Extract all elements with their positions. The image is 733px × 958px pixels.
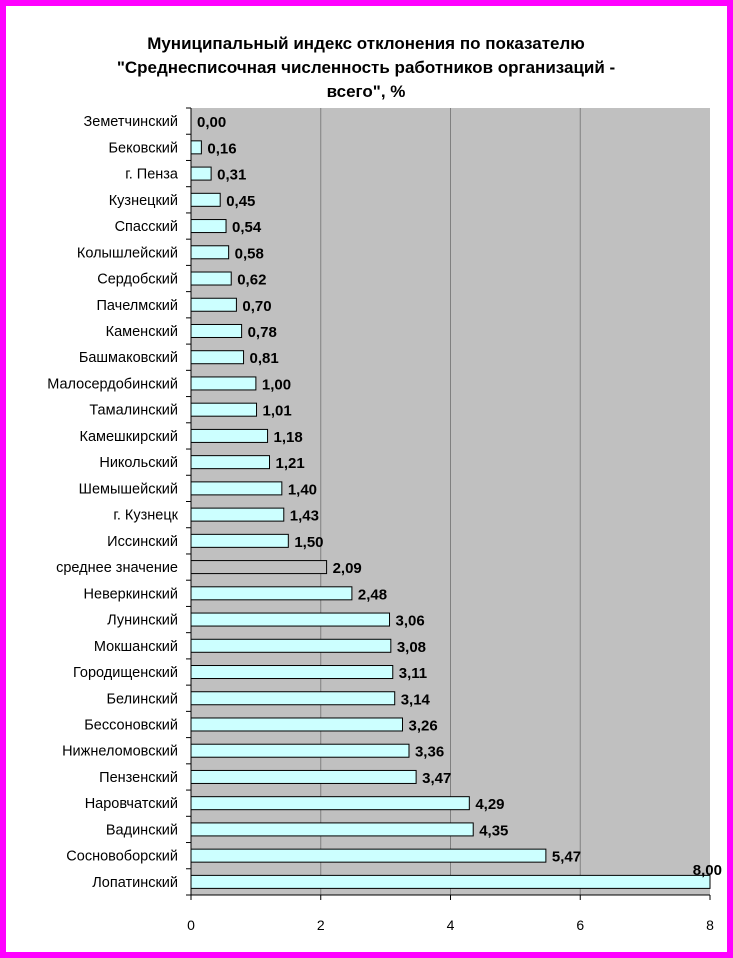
category-label: Бековский [109,140,178,156]
data-label: 5,47 [552,849,581,866]
x-tick-label: 6 [576,917,584,933]
bar [190,822,474,837]
data-label: 0,58 [235,245,264,262]
data-label: 0,31 [217,167,246,184]
category-label: Наровчатский [85,796,178,812]
category-label: Башмаковский [79,350,178,366]
data-label: 3,11 [399,665,427,682]
category-label: Лунинский [107,613,178,629]
data-label: 0,70 [242,298,271,315]
bar [190,586,353,601]
data-label: 4,29 [475,796,504,813]
category-label: Каменский [106,324,178,340]
category-label: Неверкинский [84,586,178,602]
category-label: Никольский [99,455,178,471]
x-tick-label: 0 [187,917,195,933]
bar [190,612,391,627]
category-label: Шемышейский [79,481,178,497]
data-label: 2,48 [358,586,387,603]
category-label: Колышлейский [77,245,178,261]
category-label: среднее значение [56,560,178,576]
category-label: Сосновоборский [66,849,178,865]
category-label: Камешкирский [80,429,178,445]
data-label: 0,00 [197,114,226,131]
bar [190,638,392,653]
bar [190,665,394,680]
bar [190,271,232,286]
data-label: 1,50 [294,534,323,551]
bar [190,192,221,207]
bar [190,245,230,260]
category-label: Нижнеломовский [62,744,178,760]
x-tick-label: 2 [317,917,325,933]
category-label: Земетчинский [84,114,178,130]
bar [190,507,285,522]
category-label: Иссинский [107,534,178,550]
category-label: Тамалинский [89,403,178,419]
data-label: 8,00 [693,862,722,879]
category-label: Городищенский [73,665,178,681]
data-label: 0,16 [207,140,236,157]
category-label: г. Кузнецк [113,508,178,524]
bar [190,402,258,417]
category-label: Белинский [107,691,178,707]
data-label: 3,26 [408,717,437,734]
data-label: 0,78 [248,324,277,341]
data-label: 1,18 [274,429,303,446]
category-label: Пачелмский [96,298,178,314]
data-label: 0,54 [232,219,262,236]
category-label: Кузнецкий [109,193,178,209]
bar [190,140,202,155]
bar [190,350,245,365]
data-label: 1,00 [262,376,291,393]
data-label: 3,06 [396,613,425,630]
bar [190,769,417,784]
x-tick-label: 8 [706,917,714,933]
chart-title-line-2: "Среднесписочная численность работников … [116,58,616,77]
data-label: 0,81 [250,350,279,367]
data-label: 1,21 [275,455,304,472]
chart-title-line-1: Муниципальный индекс отклонения по показ… [147,34,585,53]
bar [190,796,470,811]
bar [190,717,403,732]
category-label: Спасский [115,219,178,235]
category-label: Сердобский [97,272,178,288]
bar [190,297,237,312]
category-label: Пензенский [99,770,178,786]
data-label: 3,14 [401,691,431,708]
category-label: Вадинский [106,822,178,838]
bar [190,533,289,548]
bar [190,560,328,575]
bar [190,219,227,234]
data-label: 3,36 [415,744,444,761]
data-label: 2,09 [333,560,362,577]
data-label: 3,08 [397,639,426,656]
data-label: 3,47 [422,770,451,787]
data-label: 1,01 [263,403,292,420]
bar [190,376,257,391]
bar [190,848,547,863]
bar [190,481,283,496]
bar [190,323,243,338]
chart-title: Муниципальный индекс отклонения по показ… [60,32,672,104]
data-label: 4,35 [479,822,508,839]
data-label: 0,45 [226,193,255,210]
bar [190,874,711,889]
category-label: Малосердобинский [47,376,178,392]
data-label: 1,43 [290,508,319,525]
category-label: Мокшанский [94,639,178,655]
x-tick-label: 4 [447,917,455,933]
bar [190,743,410,758]
data-label: 0,62 [237,272,266,289]
category-label: Бессоновский [84,717,178,733]
category-label: Лопатинский [92,875,178,891]
bar [190,166,212,181]
bar [190,455,270,470]
category-label: г. Пенза [125,167,179,183]
chart-title-line-3: всего", % [326,82,406,101]
data-label: 1,40 [288,481,317,498]
bar [190,428,269,443]
bar [190,691,396,706]
